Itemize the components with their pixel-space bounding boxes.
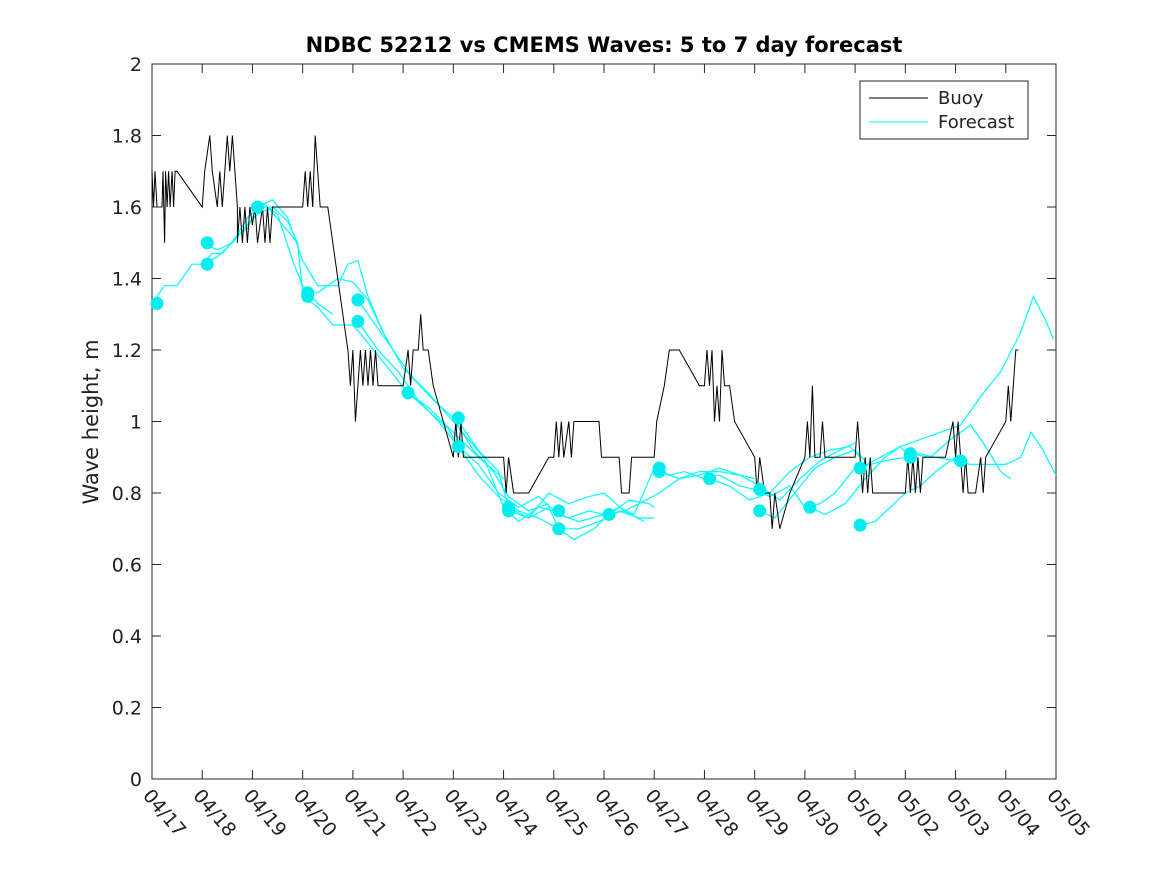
x-tick-label: 05/04 [992, 785, 1044, 841]
forecast-marker [351, 293, 365, 307]
x-tick-label: 04/21 [339, 785, 391, 841]
forecast-marker [753, 482, 767, 496]
x-tick-label: 04/28 [691, 785, 743, 841]
forecast-marker [702, 472, 716, 486]
forecast-run-line [859, 294, 1055, 469]
chart-title: NDBC 52212 vs CMEMS Waves: 5 to 7 day fo… [306, 33, 903, 57]
forecast-marker [401, 386, 415, 400]
x-tick-label: 04/29 [741, 785, 793, 841]
y-tick-label: 2 [130, 54, 142, 76]
legend-box [859, 80, 1029, 140]
forecast-marker [954, 454, 968, 468]
forecast-marker [351, 314, 365, 328]
y-tick-label: 0.6 [112, 555, 142, 577]
forecast-marker [552, 504, 566, 518]
forecast-run-line [302, 295, 504, 480]
forecast-run-line [759, 449, 866, 519]
forecast-marker [552, 522, 566, 536]
y-tick-label: 0.2 [112, 698, 142, 720]
y-tick-label: 1.4 [112, 269, 142, 291]
forecast-marker [652, 465, 666, 479]
x-tick-label: 04/24 [490, 785, 542, 841]
forecast-marker [301, 289, 315, 303]
x-tick-label: 04/23 [440, 785, 492, 841]
x-tick-label: 04/30 [791, 785, 843, 841]
forecast-run-line [508, 506, 655, 530]
forecast-marker [451, 411, 465, 425]
forecast-marker [150, 297, 164, 311]
y-tick-label: 1.2 [112, 340, 142, 362]
forecast-run-line [457, 421, 645, 523]
forecast-marker [451, 440, 465, 454]
x-tick-label: 05/05 [1042, 785, 1094, 841]
forecast-marker [250, 200, 264, 214]
x-tick-label: 05/01 [841, 785, 893, 841]
x-tick-label: 04/27 [640, 785, 692, 841]
x-tick-label: 04/20 [289, 785, 341, 841]
x-tick-label: 04/18 [188, 785, 240, 841]
y-tick-label: 1.8 [112, 126, 142, 148]
y-tick-label: 0 [130, 769, 142, 791]
y-axis-label: Wave height, m [79, 339, 103, 504]
x-tick-label: 04/17 [138, 785, 190, 841]
y-tick-label: 1.6 [112, 197, 142, 219]
x-tick-label: 04/25 [540, 785, 592, 841]
x-tick-label: 04/22 [389, 785, 441, 841]
x-tick-label: 04/26 [590, 785, 642, 841]
y-axis: 0 0.2 0.4 0.6 0.8 1 1.2 1.4 1.6 1.8 2 [112, 54, 1056, 791]
legend-label-buoy: Buoy [938, 88, 984, 109]
forecast-run-line [709, 445, 861, 501]
y-tick-label: 0.8 [112, 483, 142, 505]
buoy-line [151, 135, 1019, 529]
x-tick-label: 04/19 [239, 785, 291, 841]
forecast-marker [853, 461, 867, 475]
x-tick-label: 05/03 [942, 785, 994, 841]
forecast-marker [803, 500, 817, 514]
forecast-marker [853, 518, 867, 532]
forecast-marker [602, 507, 616, 521]
forecast-marker [903, 450, 917, 464]
forecast-run-line [201, 206, 299, 251]
legend-label-forecast: Forecast [938, 112, 1014, 133]
forecast-marker [200, 257, 214, 271]
forecast-marker [502, 504, 516, 518]
forecast-marker [753, 504, 767, 518]
x-tick-label: 05/02 [892, 785, 944, 841]
forecast-marker [200, 236, 214, 250]
plot-area [150, 63, 1057, 780]
y-tick-label: 1 [130, 412, 142, 434]
y-tick-label: 0.4 [112, 626, 142, 648]
axes-box [151, 63, 1057, 780]
legend: Buoy Forecast [859, 80, 1029, 140]
